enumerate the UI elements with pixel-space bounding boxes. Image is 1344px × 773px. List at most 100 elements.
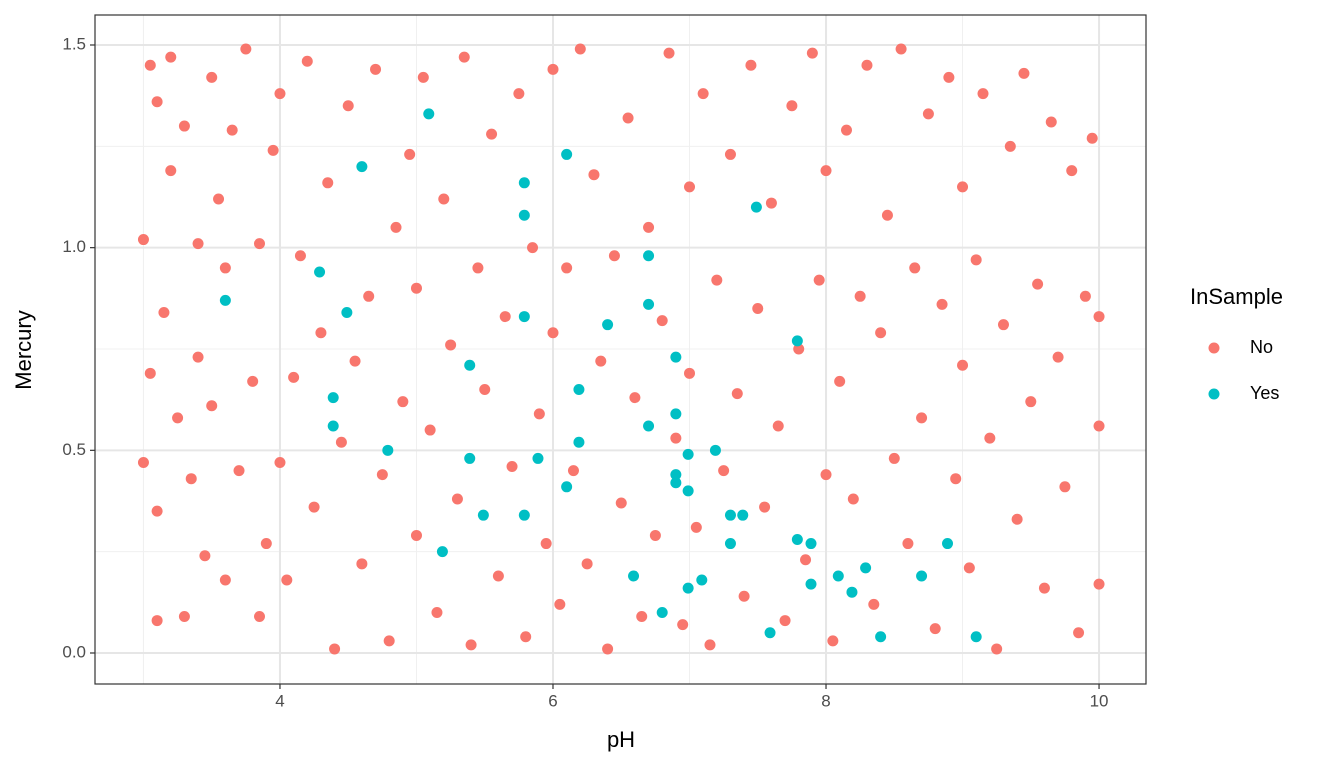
point xyxy=(451,493,463,505)
point xyxy=(315,327,327,339)
point xyxy=(895,43,907,55)
point xyxy=(595,355,607,367)
point xyxy=(916,570,928,582)
point xyxy=(1073,627,1085,639)
panel-border xyxy=(94,14,1147,685)
point xyxy=(178,611,190,623)
point xyxy=(506,461,518,473)
point xyxy=(1018,67,1030,79)
y-axis-title: Mercury xyxy=(11,310,36,389)
point xyxy=(573,436,585,448)
point xyxy=(846,586,858,598)
point xyxy=(888,452,900,464)
point xyxy=(464,359,476,371)
x-tick-label: 8 xyxy=(821,691,830,710)
point xyxy=(909,262,921,274)
point xyxy=(561,148,573,160)
point xyxy=(1093,578,1105,590)
legend-label: No xyxy=(1250,337,1273,357)
point xyxy=(709,444,721,456)
point xyxy=(267,144,279,156)
point xyxy=(643,250,655,262)
point xyxy=(916,412,928,424)
point xyxy=(1025,396,1037,408)
point xyxy=(547,327,559,339)
point xyxy=(424,424,436,436)
point xyxy=(682,485,694,497)
point xyxy=(629,392,641,404)
point xyxy=(518,177,530,189)
point xyxy=(772,420,784,432)
y-tick-label: 1.0 xyxy=(62,237,86,256)
point xyxy=(602,319,614,331)
point xyxy=(518,209,530,221)
point xyxy=(199,550,211,562)
point xyxy=(942,538,954,550)
point xyxy=(861,59,873,71)
point xyxy=(820,165,832,177)
point xyxy=(793,343,805,355)
point xyxy=(274,456,286,468)
point xyxy=(533,408,545,420)
point xyxy=(806,47,818,59)
point xyxy=(410,529,422,541)
point xyxy=(574,43,586,55)
point xyxy=(499,311,511,323)
panel-background xyxy=(95,15,1146,684)
point xyxy=(527,242,539,254)
point xyxy=(690,521,702,533)
point xyxy=(206,400,218,412)
point xyxy=(404,148,416,160)
point xyxy=(950,473,962,485)
point xyxy=(137,234,149,246)
point xyxy=(875,631,887,643)
point xyxy=(518,311,530,323)
point xyxy=(438,193,450,205)
point xyxy=(436,546,448,558)
point xyxy=(696,574,708,586)
legend-marker xyxy=(1208,342,1220,354)
point xyxy=(144,367,156,379)
point xyxy=(192,238,204,250)
point xyxy=(554,598,566,610)
point xyxy=(219,574,231,586)
point xyxy=(185,473,197,485)
point xyxy=(513,88,525,100)
point xyxy=(1093,311,1105,323)
point xyxy=(329,643,341,655)
x-tick-label: 6 xyxy=(548,691,557,710)
point xyxy=(615,497,627,509)
point xyxy=(226,124,238,136)
point xyxy=(868,598,880,610)
y-tick-label: 1.5 xyxy=(62,34,86,53)
point xyxy=(219,262,231,274)
point xyxy=(165,51,177,63)
point xyxy=(765,197,777,209)
point xyxy=(1093,420,1105,432)
point xyxy=(260,538,272,550)
point xyxy=(233,465,245,477)
point xyxy=(750,201,762,213)
point xyxy=(724,538,736,550)
point xyxy=(670,432,682,444)
point xyxy=(970,631,982,643)
x-tick-label: 4 xyxy=(275,691,284,710)
point xyxy=(682,448,694,460)
point xyxy=(902,538,914,550)
point xyxy=(656,606,668,618)
point xyxy=(520,631,532,643)
point xyxy=(341,307,353,319)
point xyxy=(144,59,156,71)
point xyxy=(356,558,368,570)
point xyxy=(718,465,730,477)
point xyxy=(335,436,347,448)
point xyxy=(445,339,457,351)
point xyxy=(649,529,661,541)
point xyxy=(151,96,163,108)
point xyxy=(477,509,489,521)
point xyxy=(458,51,470,63)
point xyxy=(423,108,435,120)
x-axis-title: pH xyxy=(607,727,635,752)
point xyxy=(800,554,812,566)
point xyxy=(472,262,484,274)
